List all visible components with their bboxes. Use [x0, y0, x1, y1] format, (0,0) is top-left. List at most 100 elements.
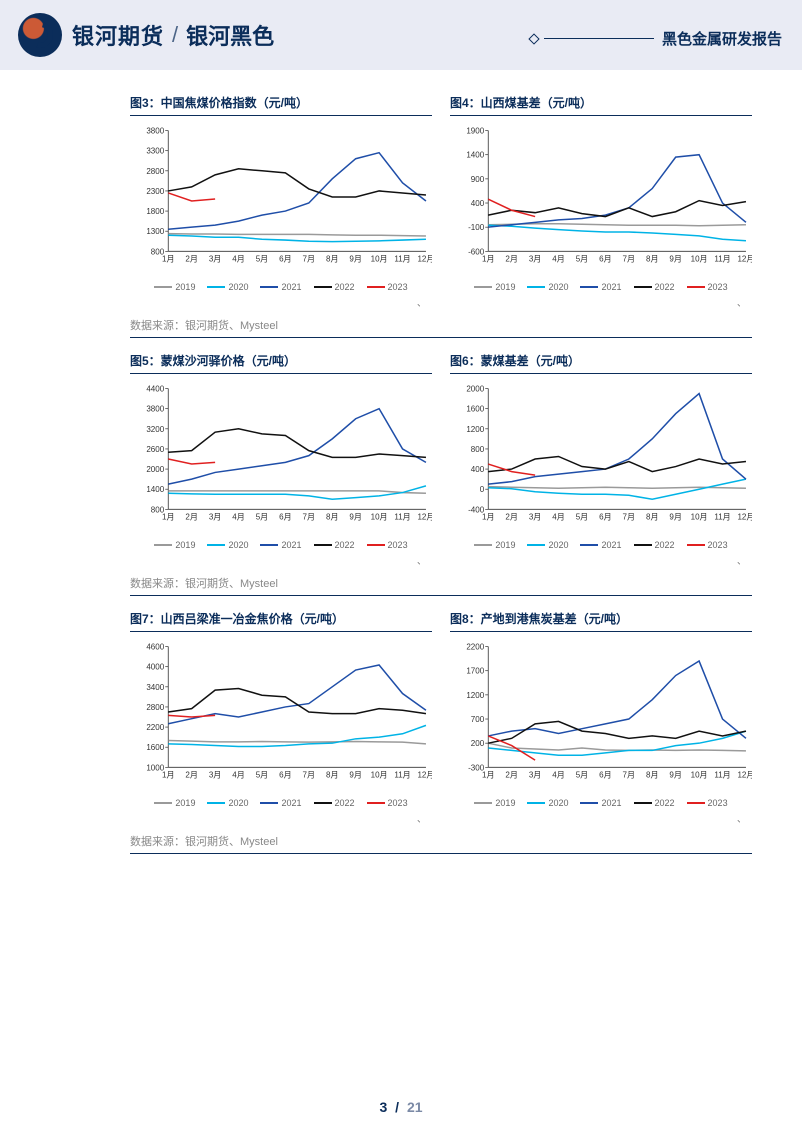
svg-text:3400: 3400: [146, 683, 164, 692]
svg-text:5月: 5月: [256, 512, 269, 521]
chart-canvas: 8001400200026003200380044001月2月3月4月5月6月7…: [130, 378, 432, 538]
svg-text:6月: 6月: [279, 512, 292, 521]
svg-text:11月: 11月: [394, 512, 410, 521]
svg-text:2月: 2月: [185, 770, 198, 779]
svg-text:9月: 9月: [669, 254, 682, 263]
chart-caret: 、: [130, 812, 432, 825]
svg-text:2300: 2300: [146, 187, 164, 196]
page-separator: /: [395, 1099, 399, 1115]
svg-text:1月: 1月: [482, 770, 495, 779]
svg-text:11月: 11月: [714, 254, 730, 263]
legend-item: 2019: [154, 540, 195, 550]
svg-text:3200: 3200: [146, 425, 164, 434]
svg-text:12月: 12月: [417, 512, 432, 521]
svg-text:9月: 9月: [669, 512, 682, 521]
svg-text:1月: 1月: [162, 770, 175, 779]
svg-text:2200: 2200: [146, 723, 164, 732]
svg-text:8月: 8月: [646, 512, 659, 521]
svg-text:2800: 2800: [146, 167, 164, 176]
chart-title: 图6：蒙煤基差（元/吨）: [450, 352, 752, 374]
svg-text:1月: 1月: [162, 512, 175, 521]
svg-text:8月: 8月: [646, 254, 659, 263]
report-title: 黑色金属研发报告: [662, 28, 782, 49]
legend-item: 2022: [314, 798, 355, 808]
chart-caret: 、: [130, 296, 432, 309]
svg-text:2月: 2月: [505, 254, 518, 263]
svg-text:4400: 4400: [146, 385, 164, 394]
svg-text:1月: 1月: [162, 254, 175, 263]
svg-text:11月: 11月: [394, 770, 410, 779]
svg-text:1400: 1400: [146, 485, 164, 494]
chart-caret: 、: [450, 812, 752, 825]
svg-text:2200: 2200: [466, 643, 484, 652]
svg-text:10月: 10月: [371, 254, 388, 263]
chart-legend: 20192020202120222023: [450, 282, 752, 292]
chart-row: 图5：蒙煤沙河驿价格（元/吨） 800140020002600320038004…: [130, 352, 752, 567]
chart-panel: 图3：中国焦煤价格指数（元/吨） 80013001800230028003300…: [130, 94, 432, 309]
brand-separator: /: [172, 22, 178, 48]
svg-text:5月: 5月: [576, 254, 589, 263]
legend-item: 2019: [154, 282, 195, 292]
chart-legend: 20192020202120222023: [130, 282, 432, 292]
svg-text:2800: 2800: [146, 703, 164, 712]
svg-text:400: 400: [471, 199, 485, 208]
header-line: [544, 38, 654, 39]
svg-text:9月: 9月: [349, 254, 362, 263]
legend-item: 2022: [634, 540, 675, 550]
data-source: 数据来源：银河期货、Mysteel: [130, 311, 752, 338]
svg-text:7月: 7月: [303, 770, 316, 779]
brand-logo: [18, 13, 62, 57]
chart-panel: 图5：蒙煤沙河驿价格（元/吨） 800140020002600320038004…: [130, 352, 432, 567]
svg-text:5月: 5月: [576, 770, 589, 779]
data-source: 数据来源：银河期货、Mysteel: [130, 569, 752, 596]
svg-text:-100: -100: [468, 223, 485, 232]
legend-item: 2022: [314, 282, 355, 292]
chart-canvas: -3002007001200170022001月2月3月4月5月6月7月8月9月…: [450, 636, 752, 796]
svg-text:10月: 10月: [691, 254, 708, 263]
svg-text:4月: 4月: [552, 254, 565, 263]
legend-item: 2020: [207, 282, 248, 292]
svg-text:2000: 2000: [146, 465, 164, 474]
brand-sub: 银河黑色: [186, 19, 274, 51]
svg-text:8月: 8月: [326, 512, 339, 521]
svg-text:2600: 2600: [146, 445, 164, 454]
svg-text:4月: 4月: [232, 770, 245, 779]
legend-item: 2019: [154, 798, 195, 808]
svg-text:5月: 5月: [576, 512, 589, 521]
svg-text:3月: 3月: [529, 254, 542, 263]
legend-item: 2023: [687, 798, 728, 808]
svg-text:1月: 1月: [482, 254, 495, 263]
svg-text:7月: 7月: [303, 254, 316, 263]
legend-item: 2023: [367, 282, 408, 292]
page-footer: 3 / 21: [0, 1099, 802, 1115]
chart-canvas: 8001300180023002800330038001月2月3月4月5月6月7…: [130, 120, 432, 280]
chart-canvas: 10001600220028003400400046001月2月3月4月5月6月…: [130, 636, 432, 796]
content-area: 图3：中国焦煤价格指数（元/吨） 80013001800230028003300…: [0, 70, 802, 854]
svg-text:7月: 7月: [623, 512, 636, 521]
page-total: 21: [407, 1099, 423, 1115]
svg-text:12月: 12月: [737, 512, 752, 521]
svg-text:8月: 8月: [326, 770, 339, 779]
svg-text:1300: 1300: [146, 227, 164, 236]
chart-legend: 20192020202120222023: [450, 798, 752, 808]
legend-item: 2022: [634, 282, 675, 292]
svg-text:1800: 1800: [146, 207, 164, 216]
svg-text:4月: 4月: [552, 770, 565, 779]
svg-text:11月: 11月: [714, 512, 730, 521]
brand-main: 银河期货: [72, 19, 164, 51]
chart-row: 图7：山西吕梁准一冶金焦价格（元/吨） 10001600220028003400…: [130, 610, 752, 825]
svg-text:10月: 10月: [691, 770, 708, 779]
svg-text:8月: 8月: [646, 770, 659, 779]
svg-text:1600: 1600: [146, 743, 164, 752]
chart-row: 图3：中国焦煤价格指数（元/吨） 80013001800230028003300…: [130, 94, 752, 309]
legend-item: 2020: [207, 540, 248, 550]
chart-legend: 20192020202120222023: [130, 540, 432, 550]
svg-text:2月: 2月: [505, 770, 518, 779]
legend-item: 2021: [260, 798, 301, 808]
chart-canvas: -40004008001200160020001月2月3月4月5月6月7月8月9…: [450, 378, 752, 538]
legend-item: 2022: [314, 540, 355, 550]
legend-item: 2021: [260, 540, 301, 550]
chart-panel: 图8：产地到港焦炭基差（元/吨） -3002007001200170022001…: [450, 610, 752, 825]
legend-item: 2020: [527, 798, 568, 808]
svg-text:7月: 7月: [623, 770, 636, 779]
